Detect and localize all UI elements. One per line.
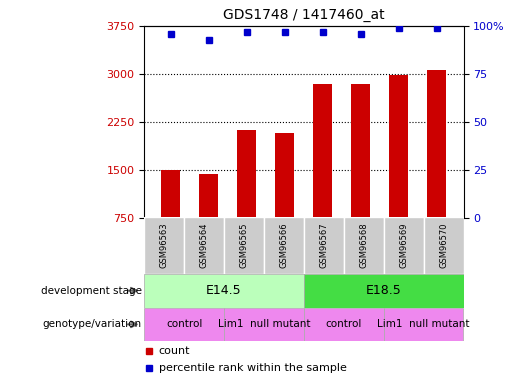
Bar	[304, 308, 384, 341]
Text: E14.5: E14.5	[206, 284, 242, 297]
Bar	[304, 274, 464, 308]
Text: control: control	[166, 320, 202, 329]
Text: count: count	[159, 346, 190, 356]
Bar	[224, 308, 304, 341]
Text: GSM96568: GSM96568	[359, 223, 368, 268]
Text: percentile rank within the sample: percentile rank within the sample	[159, 363, 347, 373]
Text: GSM96564: GSM96564	[200, 223, 209, 268]
Bar	[161, 170, 180, 217]
Text: GSM96563: GSM96563	[160, 223, 168, 268]
Text: GSM96565: GSM96565	[239, 223, 248, 268]
Text: Lim1  null mutant: Lim1 null mutant	[377, 320, 470, 329]
Title: GDS1748 / 1417460_at: GDS1748 / 1417460_at	[223, 9, 385, 22]
Bar	[384, 217, 423, 274]
Bar	[237, 129, 256, 218]
Text: genotype/variation: genotype/variation	[43, 320, 142, 329]
Bar	[304, 217, 344, 274]
Text: GSM96567: GSM96567	[319, 223, 328, 268]
Bar	[389, 75, 408, 217]
Bar	[384, 308, 464, 341]
Text: GSM96570: GSM96570	[439, 223, 448, 268]
Bar	[313, 84, 332, 218]
Bar	[276, 133, 295, 218]
Bar	[224, 217, 264, 274]
Bar	[144, 308, 224, 341]
Bar	[351, 84, 370, 218]
Bar	[264, 217, 304, 274]
Text: E18.5: E18.5	[366, 284, 402, 297]
Bar	[427, 70, 447, 217]
Text: GSM96566: GSM96566	[280, 223, 288, 268]
Bar	[144, 217, 184, 274]
Text: GSM96569: GSM96569	[399, 223, 408, 268]
Text: development stage: development stage	[41, 286, 142, 296]
Bar	[144, 274, 304, 308]
Text: control: control	[325, 320, 362, 329]
Text: Lim1  null mutant: Lim1 null mutant	[218, 320, 310, 329]
Bar	[344, 217, 384, 274]
Bar	[184, 217, 224, 274]
Bar	[199, 174, 218, 217]
Bar	[423, 217, 464, 274]
